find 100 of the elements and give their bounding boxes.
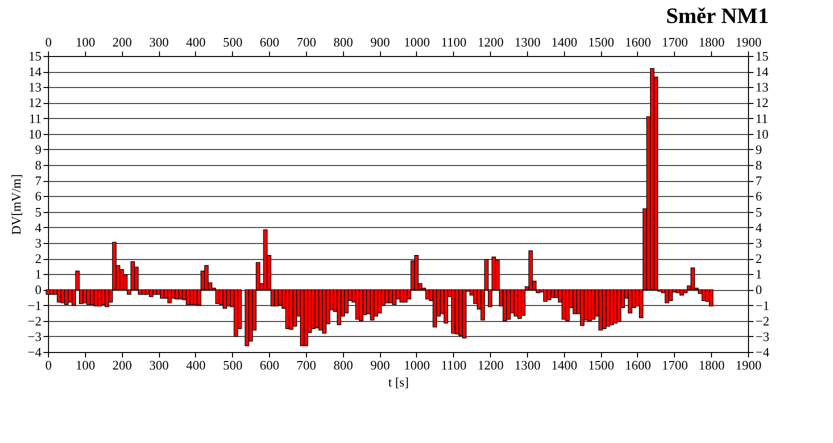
y2-tick-label: 12 xyxy=(756,95,768,110)
chart-title: Směr NM1 xyxy=(666,3,769,28)
x2-tick-label: 1100 xyxy=(441,34,467,50)
bar xyxy=(322,289,327,334)
x2-tick-label: 300 xyxy=(149,34,169,50)
bar xyxy=(204,265,209,290)
y2-tick-label: 9 xyxy=(756,142,762,157)
y2-tick-label: 8 xyxy=(756,158,762,173)
y-tick-label: −4 xyxy=(28,344,42,360)
x2-tick-label: 1800 xyxy=(698,34,725,50)
x2-tick-label: 1300 xyxy=(514,34,540,50)
bar xyxy=(222,289,228,309)
y-tick-label: 8 xyxy=(35,158,42,173)
y-tick-label: 10 xyxy=(28,126,42,142)
x2-tick-label: 100 xyxy=(76,34,96,50)
y-tick-label: 1 xyxy=(35,266,42,282)
y-tick-label: 13 xyxy=(28,80,42,95)
y-tick-label: 15 xyxy=(28,48,42,64)
y2-tick-label: −2 xyxy=(756,313,770,328)
y-tick-label: 4 xyxy=(35,220,42,235)
x2-tick-label: 600 xyxy=(260,34,280,50)
y2-tick-label: 15 xyxy=(756,48,768,64)
x-tick-label: 200 xyxy=(112,358,132,372)
y-tick-label: 5 xyxy=(35,204,42,220)
x-tick-label: 1100 xyxy=(441,358,467,372)
y2-tick-label: 7 xyxy=(756,173,762,188)
x2-tick-label: 1500 xyxy=(588,34,614,50)
bar xyxy=(502,289,508,322)
bar xyxy=(683,289,688,294)
y-tick-label: 9 xyxy=(35,142,42,157)
x-tick-label: 1400 xyxy=(551,358,578,372)
y2-tick-label: 11 xyxy=(756,110,768,126)
bar xyxy=(572,289,578,314)
y2-tick-label: 0 xyxy=(756,282,762,298)
x-tick-label: 1000 xyxy=(404,358,430,372)
y-tick-label: 3 xyxy=(35,235,42,250)
x2-tick-label: 1900 xyxy=(736,34,762,50)
x-tick-label: 1300 xyxy=(514,358,540,372)
bar xyxy=(444,289,448,324)
y2-tick-label: −4 xyxy=(756,344,770,360)
y2-tick-label: 5 xyxy=(756,204,762,220)
bar xyxy=(94,289,98,306)
bar xyxy=(562,289,566,320)
y2-tick-label: −1 xyxy=(756,298,770,313)
y2-tick-label: 1 xyxy=(756,266,762,282)
x-tick-label: 500 xyxy=(222,358,242,372)
x2-tick-label: 0 xyxy=(45,34,52,50)
y2-tick-label: 13 xyxy=(756,80,768,95)
bar xyxy=(101,289,106,305)
bar xyxy=(304,289,308,346)
bar xyxy=(462,289,467,338)
bar xyxy=(414,255,419,290)
y-axis-title: DV[mV/m] xyxy=(8,174,24,235)
bar xyxy=(708,289,714,306)
x2-tick-label: 1000 xyxy=(404,34,430,50)
x2-tick-label: 500 xyxy=(222,34,242,50)
x2-tick-label: 1700 xyxy=(662,34,688,50)
bar xyxy=(690,268,695,290)
y2-tick-label: 14 xyxy=(756,64,769,80)
x-tick-label: 1800 xyxy=(698,358,725,372)
y-tick-label: −2 xyxy=(28,313,42,328)
bar xyxy=(234,289,238,337)
bar xyxy=(374,289,378,317)
x-tick-label: 0 xyxy=(45,358,52,372)
bar xyxy=(602,289,607,329)
bar xyxy=(263,229,268,290)
x-tick-label: 800 xyxy=(333,358,353,372)
bar xyxy=(432,289,438,328)
x-tick-label: 400 xyxy=(186,358,206,372)
y-tick-label: −1 xyxy=(28,298,42,313)
x-tick-label: 1500 xyxy=(588,358,614,372)
bar xyxy=(392,289,397,305)
x2-tick-label: 1200 xyxy=(478,34,504,50)
y2-tick-label: 10 xyxy=(756,126,768,142)
x2-tick-label: 1600 xyxy=(624,34,651,50)
bar xyxy=(514,289,518,317)
bar xyxy=(274,289,279,306)
x2-tick-label: 900 xyxy=(370,34,390,50)
bar xyxy=(702,289,706,301)
x-tick-label: 600 xyxy=(260,358,280,372)
bar xyxy=(292,289,298,327)
bar xyxy=(451,289,456,334)
x-tick-label: 1700 xyxy=(662,358,688,372)
y-tick-label: 7 xyxy=(35,173,42,188)
x-tick-label: 700 xyxy=(296,358,316,372)
x2-tick-label: 800 xyxy=(333,34,353,50)
bar xyxy=(403,289,408,302)
x-axis-title: t [s] xyxy=(388,374,409,390)
y2-tick-label: 3 xyxy=(756,235,762,250)
bar xyxy=(613,289,618,324)
bar xyxy=(521,289,526,316)
bar xyxy=(543,289,548,302)
x-tick-label: 900 xyxy=(370,358,390,372)
y2-tick-label: 2 xyxy=(756,251,762,266)
x-tick-label: 300 xyxy=(149,358,169,372)
y-tick-label: 11 xyxy=(28,110,42,126)
bar xyxy=(82,289,88,304)
x2-tick-label: 200 xyxy=(112,34,132,50)
x2-tick-label: 1400 xyxy=(551,34,578,50)
y-tick-label: 0 xyxy=(35,282,42,298)
